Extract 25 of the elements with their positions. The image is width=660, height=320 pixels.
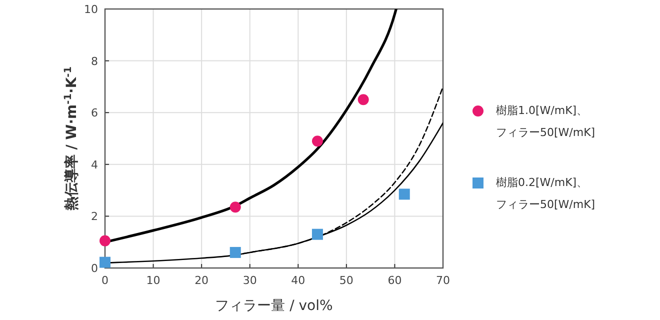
x-tick-label: 30 <box>242 274 257 287</box>
legend-label: 樹脂1.0[W/mK]、フィラー50[W/mK] <box>496 103 596 141</box>
y-tick-label: 6 <box>91 106 98 120</box>
y-tick-label: 10 <box>84 3 98 16</box>
point <box>358 94 369 106</box>
y-tick-label: 4 <box>91 158 98 172</box>
x-tick-label: 20 <box>194 274 209 287</box>
point <box>100 256 110 268</box>
point <box>312 136 323 147</box>
point <box>100 235 110 246</box>
y-tick-label: 0 <box>91 262 98 275</box>
point <box>398 188 410 200</box>
y-tick-label: 2 <box>91 210 98 224</box>
point <box>312 228 323 240</box>
x-tick-label: 60 <box>388 274 402 287</box>
point <box>230 246 241 258</box>
x-tick-label: 50 <box>339 274 354 287</box>
point <box>230 202 241 213</box>
x-tick-label: 10 <box>146 274 160 287</box>
x-tick-label: 0 <box>102 274 108 287</box>
x-tick-label: 40 <box>291 274 306 287</box>
y-tick-label: 8 <box>91 54 98 68</box>
x-tick-label: 70 <box>436 274 450 287</box>
x-axis-title: フィラー量 / vol% <box>215 298 333 314</box>
legend-label: 樹脂0.2[W/mK]、フィラー50[W/mK] <box>496 175 596 213</box>
